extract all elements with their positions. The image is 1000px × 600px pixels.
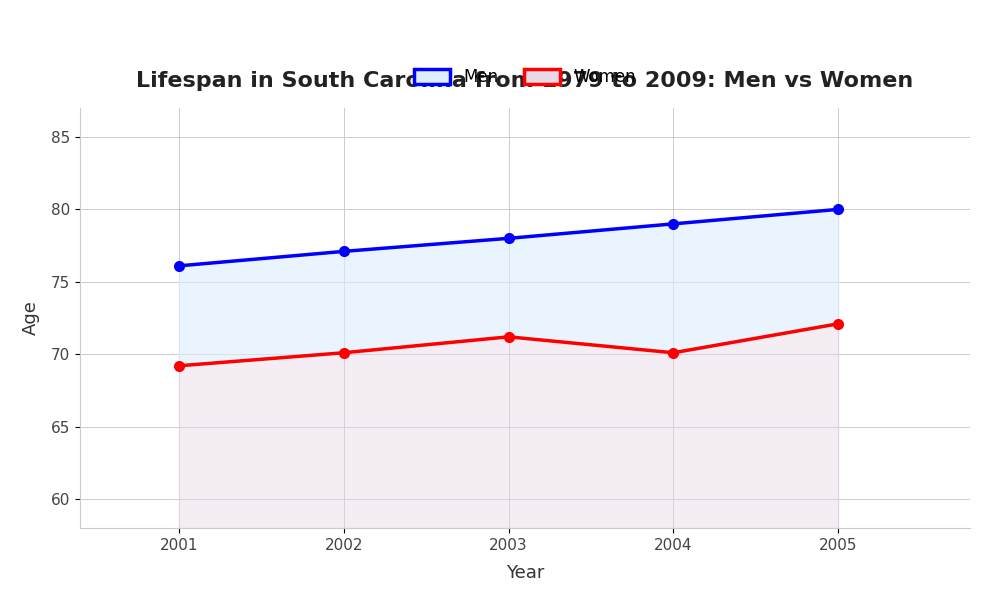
Women — [667, 349, 679, 356]
Men — [338, 248, 350, 255]
Women — [832, 320, 844, 328]
Men — [667, 220, 679, 227]
Women — [173, 362, 185, 370]
Line: Men: Men — [174, 205, 843, 271]
Men — [503, 235, 515, 242]
Y-axis label: Age: Age — [22, 301, 40, 335]
Title: Lifespan in South Carolina from 1979 to 2009: Men vs Women: Lifespan in South Carolina from 1979 to … — [136, 71, 914, 91]
X-axis label: Year: Year — [506, 564, 544, 582]
Legend: Men, Women: Men, Women — [407, 62, 643, 93]
Men — [173, 262, 185, 269]
Men — [832, 206, 844, 213]
Women — [503, 333, 515, 340]
Women — [338, 349, 350, 356]
Line: Women: Women — [174, 319, 843, 371]
